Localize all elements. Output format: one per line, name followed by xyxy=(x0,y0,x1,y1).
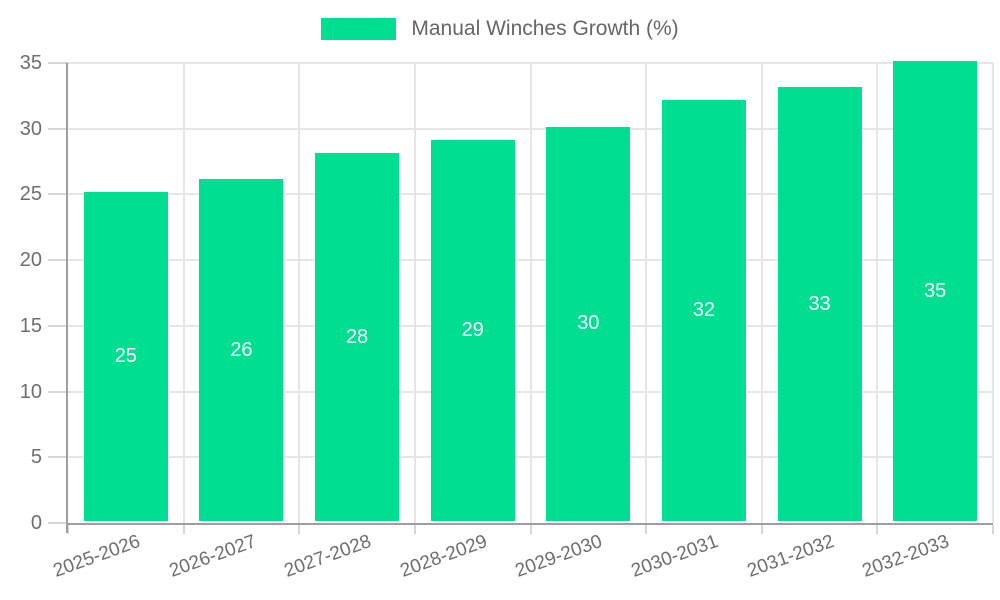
x-axis-label: 2032-2033 xyxy=(859,531,953,582)
bar[interactable]: 29 xyxy=(430,139,515,521)
bar-value-label: 28 xyxy=(345,325,369,348)
x-axis-tick xyxy=(760,525,763,534)
bar-value-label: 29 xyxy=(461,318,484,341)
y-axis-label: 35 xyxy=(19,52,42,74)
bar-value-label: 32 xyxy=(692,299,716,322)
y-axis-label: 5 xyxy=(30,446,42,469)
y-axis-tick xyxy=(48,193,68,196)
y-axis-label: 25 xyxy=(19,183,42,206)
y-axis-tick xyxy=(48,456,68,459)
x-axis-label: 2031-2032 xyxy=(744,531,837,582)
x-axis-label: 2025-2026 xyxy=(50,531,143,582)
x-axis-tick xyxy=(298,525,301,534)
x-axis-label: 2026-2027 xyxy=(166,531,259,582)
y-axis-label: 30 xyxy=(19,117,42,140)
y-axis-label: 20 xyxy=(19,249,42,272)
x-axis-tick xyxy=(992,525,994,534)
bar[interactable]: 26 xyxy=(199,179,284,521)
x-axis-label: 2028-2029 xyxy=(397,531,490,582)
gridline-vertical xyxy=(529,63,532,523)
y-axis-tick xyxy=(48,127,68,130)
y-axis-label: 15 xyxy=(19,314,42,337)
y-axis-label: 10 xyxy=(19,380,42,403)
legend-item[interactable]: Manual Winches Growth (%) xyxy=(0,16,1000,41)
x-axis-label: 2027-2028 xyxy=(281,531,375,582)
bar[interactable]: 32 xyxy=(661,100,746,521)
bar[interactable]: 35 xyxy=(893,61,978,521)
x-axis-label: 2029-2030 xyxy=(512,531,606,582)
gridline-vertical xyxy=(182,63,185,523)
gridline-vertical xyxy=(413,63,416,523)
plot-area: 0 5 10 15 20 25 30 35 25 26 28 29 30 32 33 35 2025-2026 2… xyxy=(20,52,994,582)
x-axis-tick xyxy=(529,525,532,534)
x-axis-tick xyxy=(67,525,69,534)
y-axis-label: 0 xyxy=(30,512,42,534)
y-axis-tick xyxy=(48,62,68,64)
gridline-vertical xyxy=(876,63,879,523)
bar-value-label: 33 xyxy=(808,292,831,315)
bar-value-label: 30 xyxy=(577,312,600,335)
y-axis-tick xyxy=(48,390,68,393)
x-axis-tick xyxy=(876,525,879,534)
gridline-vertical xyxy=(760,63,763,523)
bar-value-label: 25 xyxy=(114,345,137,368)
y-axis-tick xyxy=(48,259,68,262)
x-axis-label: 2030-2031 xyxy=(628,531,722,582)
bar[interactable]: 28 xyxy=(315,153,400,521)
bar[interactable]: 33 xyxy=(777,87,862,521)
legend-label: Manual Winches Growth (%) xyxy=(411,17,679,40)
y-axis-line xyxy=(66,63,68,533)
gridline-vertical xyxy=(992,63,994,523)
x-axis-tick xyxy=(182,525,185,534)
legend-swatch xyxy=(321,17,397,40)
y-axis-tick xyxy=(48,324,68,327)
bar[interactable]: 30 xyxy=(546,126,631,521)
bar-value-label: 35 xyxy=(924,279,947,302)
gridline-vertical xyxy=(298,63,301,523)
x-axis-line xyxy=(66,523,993,525)
bar-value-label: 26 xyxy=(230,338,253,361)
x-axis-tick xyxy=(413,525,416,534)
bar[interactable]: 25 xyxy=(83,192,168,521)
y-axis-tick xyxy=(48,522,68,524)
gridline-vertical xyxy=(645,63,648,523)
x-axis-tick xyxy=(645,525,648,534)
